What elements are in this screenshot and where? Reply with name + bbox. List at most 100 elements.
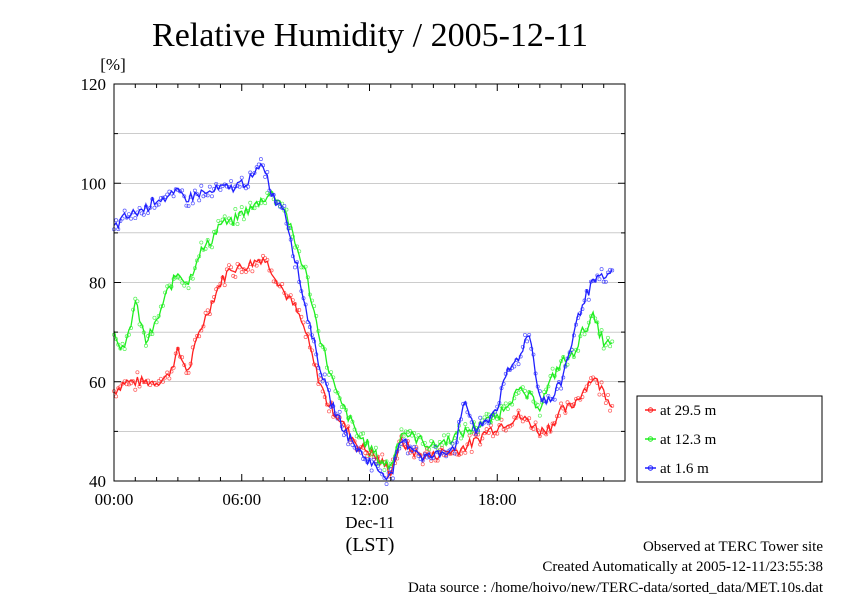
data-point	[275, 199, 280, 204]
data-point	[459, 436, 464, 441]
data-point	[207, 184, 212, 189]
series-3	[112, 157, 615, 486]
data-point	[161, 195, 165, 200]
data-point	[448, 451, 453, 456]
data-point	[359, 432, 363, 437]
data-point	[265, 170, 270, 174]
data-point	[512, 364, 517, 369]
data-point	[190, 276, 195, 281]
x-tick-label: 12:00	[350, 490, 389, 509]
data-point	[122, 208, 127, 213]
data-point	[527, 416, 532, 421]
legend-marker	[647, 436, 654, 442]
data-point	[182, 283, 187, 288]
data-point	[229, 265, 234, 270]
data-point	[603, 279, 608, 284]
data-point	[495, 431, 500, 436]
data-point	[250, 269, 255, 274]
data-point	[303, 335, 308, 339]
data-point	[606, 392, 610, 397]
data-point	[246, 184, 251, 189]
data-point	[503, 401, 508, 406]
data-point	[282, 203, 287, 208]
data-point	[201, 247, 206, 252]
data-point	[248, 200, 253, 205]
data-point	[233, 274, 238, 279]
data-point	[399, 427, 404, 432]
data-point	[552, 397, 557, 402]
data-point	[463, 422, 468, 427]
data-point	[209, 245, 214, 250]
data-point	[522, 332, 527, 337]
series-line	[113, 162, 613, 481]
data-point	[442, 433, 446, 438]
data-point	[263, 201, 268, 206]
data-point	[365, 454, 370, 459]
data-point	[152, 315, 157, 320]
data-point	[599, 267, 604, 272]
data-point	[557, 380, 561, 384]
y-tick-label: 120	[81, 75, 107, 94]
data-point	[293, 265, 297, 270]
data-point	[141, 380, 146, 385]
data-point	[135, 370, 140, 375]
data-point	[597, 392, 602, 397]
data-point	[537, 413, 542, 418]
data-point	[241, 217, 246, 222]
data-point	[508, 367, 512, 372]
data-point	[280, 282, 285, 286]
data-point	[516, 362, 521, 367]
data-point	[263, 174, 268, 179]
data-point	[597, 277, 602, 282]
data-point	[203, 310, 208, 315]
data-point	[525, 339, 530, 344]
data-point	[141, 212, 146, 217]
data-point	[520, 419, 525, 424]
data-point	[229, 179, 234, 183]
data-point	[186, 370, 191, 375]
data-point	[180, 188, 185, 193]
legend-entry: at 1.6 m	[660, 461, 709, 477]
y-tick-label: 80	[89, 274, 106, 293]
data-point	[448, 447, 453, 452]
y-axis-label: [%]	[100, 55, 125, 74]
data-point	[348, 440, 353, 445]
data-point	[258, 157, 263, 162]
data-point	[450, 441, 455, 446]
data-point	[337, 409, 342, 414]
data-point	[327, 409, 331, 414]
data-point	[405, 451, 410, 456]
data-point	[603, 401, 608, 406]
data-point	[209, 194, 214, 199]
data-point	[503, 428, 508, 433]
data-point	[601, 346, 606, 351]
data-point	[186, 286, 191, 291]
data-point	[412, 444, 417, 449]
data-point	[239, 270, 244, 275]
data-point	[433, 458, 438, 463]
data-point	[486, 412, 491, 417]
data-point	[237, 184, 242, 189]
data-point	[271, 279, 276, 284]
data-point	[133, 387, 138, 392]
y-tick-label: 40	[89, 472, 106, 491]
data-point	[599, 380, 604, 385]
legend-marker	[647, 465, 654, 471]
data-point	[401, 434, 406, 439]
data-point	[122, 347, 127, 351]
data-point	[384, 482, 389, 486]
data-point	[184, 203, 189, 208]
data-point	[501, 404, 506, 409]
data-point	[154, 203, 159, 208]
data-point	[439, 443, 444, 448]
data-point	[184, 371, 189, 375]
data-point	[586, 297, 591, 302]
data-point	[222, 283, 227, 288]
data-point	[297, 308, 302, 312]
data-point	[429, 458, 434, 463]
data-point	[197, 198, 202, 203]
data-point	[152, 205, 157, 210]
data-point	[320, 379, 325, 384]
data-point	[476, 432, 481, 437]
